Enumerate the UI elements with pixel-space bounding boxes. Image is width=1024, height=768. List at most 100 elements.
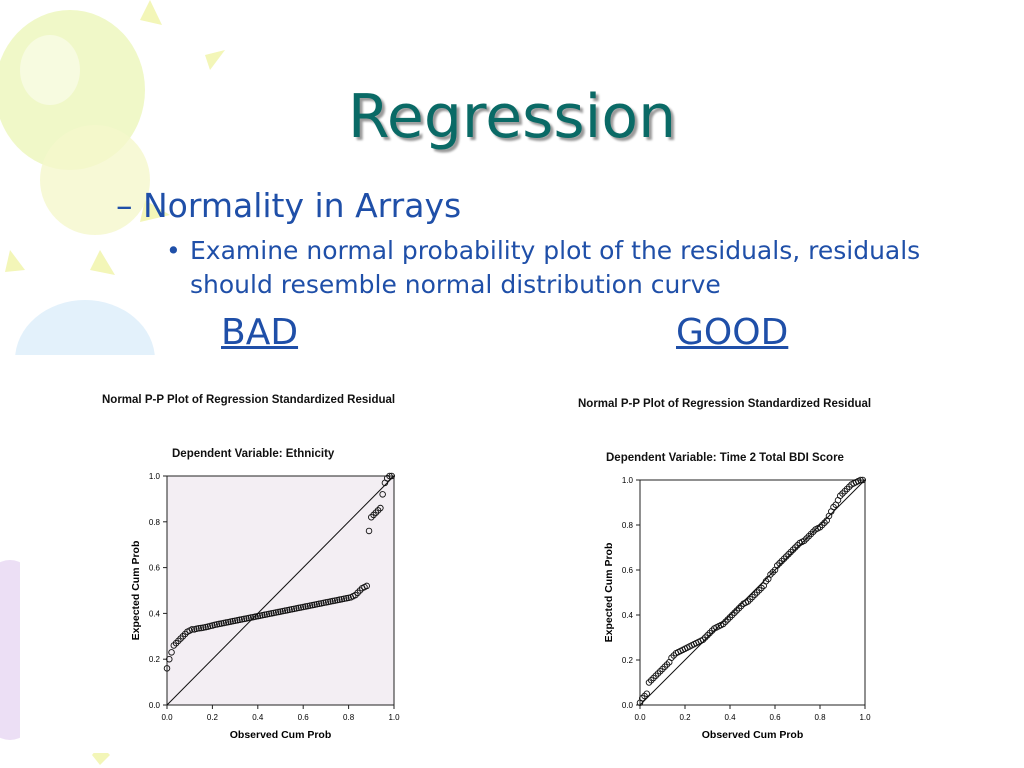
data-point <box>846 483 853 490</box>
data-point <box>336 596 343 603</box>
data-point <box>238 616 246 623</box>
data-point <box>821 519 828 526</box>
data-point <box>170 642 178 649</box>
data-point <box>327 598 334 605</box>
data-point <box>758 584 765 592</box>
y-tick-label: 0.0 <box>622 701 634 710</box>
x-tick-label: 1.0 <box>859 713 871 722</box>
data-point <box>211 621 218 629</box>
data-point <box>762 577 770 585</box>
y-tick-label: 0.6 <box>149 564 161 573</box>
data-point <box>773 562 781 569</box>
data-point <box>295 604 302 612</box>
data-point <box>365 527 373 535</box>
data-point <box>785 550 792 558</box>
data-point <box>302 603 309 610</box>
data-point <box>372 509 380 516</box>
x-tick-label: 0.8 <box>343 713 355 722</box>
x-tick-label: 0.0 <box>634 713 646 722</box>
y-tick-label: 0.0 <box>149 701 161 710</box>
data-point <box>652 672 659 680</box>
data-point <box>377 504 384 512</box>
data-point <box>722 618 729 625</box>
data-point <box>309 601 316 609</box>
x-axis-label: Observed Cum Prob <box>230 729 332 741</box>
data-point <box>200 624 207 631</box>
x-tick-label: 0.8 <box>814 713 826 722</box>
data-point <box>166 655 173 663</box>
data-point <box>218 620 225 627</box>
subheading: – Normality in Arrays <box>116 186 462 225</box>
data-point <box>304 602 311 610</box>
data-point <box>379 491 386 498</box>
data-point <box>352 591 359 599</box>
bullet-marker: • <box>166 236 181 265</box>
data-point <box>272 609 280 616</box>
data-point <box>663 661 671 668</box>
data-point <box>807 530 815 538</box>
data-point <box>830 503 837 511</box>
data-point <box>719 620 727 628</box>
data-point <box>281 607 289 614</box>
data-point <box>231 617 239 624</box>
y-tick-label: 0.2 <box>622 656 634 665</box>
data-point <box>213 621 221 628</box>
data-point <box>277 608 284 615</box>
data-point <box>800 537 808 544</box>
data-point <box>794 541 801 549</box>
data-point <box>670 652 677 659</box>
y-tick-label: 1.0 <box>149 472 161 481</box>
data-point <box>163 665 171 672</box>
y-tick-label: 0.6 <box>622 566 634 575</box>
data-point <box>638 695 646 702</box>
data-point <box>252 613 259 620</box>
chart-title: Normal P-P Plot of Regression Standardiz… <box>578 398 872 410</box>
data-point <box>250 613 257 621</box>
data-point <box>338 595 346 603</box>
data-point <box>315 600 323 608</box>
data-point <box>340 595 348 602</box>
data-point <box>816 523 824 531</box>
data-point <box>215 620 223 628</box>
data-point <box>735 604 743 612</box>
data-point <box>733 607 740 614</box>
data-point <box>320 599 327 607</box>
x-tick-label: 0.6 <box>769 713 781 722</box>
data-point <box>293 605 300 612</box>
data-point <box>843 485 851 493</box>
data-point <box>220 619 227 627</box>
data-point <box>661 663 668 671</box>
data-point <box>388 472 395 480</box>
data-point <box>270 609 277 617</box>
data-point <box>229 617 237 625</box>
data-point <box>791 544 799 551</box>
data-point <box>803 535 810 542</box>
data-point <box>202 623 209 631</box>
data-point <box>354 589 361 597</box>
data-point <box>839 490 846 497</box>
data-point <box>236 616 243 624</box>
data-point <box>227 618 234 625</box>
data-point <box>728 611 736 619</box>
data-point <box>706 629 713 637</box>
chart-subtitle: Dependent Variable: Ethnicity <box>172 448 335 460</box>
data-point <box>245 614 252 622</box>
data-point <box>179 633 187 640</box>
data-point <box>751 591 758 598</box>
data-point <box>286 606 293 613</box>
data-point <box>857 476 864 484</box>
data-point <box>724 616 731 623</box>
data-point <box>254 612 262 620</box>
bad-pp-plot: 0.0 0.2 0.4 0.6 0.8 1.0 0.0 0.2 0.4 0.6 0.8 1.0 Obse… <box>130 472 400 741</box>
data-point <box>755 586 763 594</box>
x-tick-label: 1.0 <box>388 713 400 722</box>
data-point <box>368 513 375 521</box>
data-point <box>650 674 657 682</box>
y-tick-label: 0.2 <box>149 655 161 664</box>
data-point <box>284 606 291 614</box>
good-pp-plot: 0.0 0.2 0.4 0.6 0.8 1.0 0.0 0.2 0.4 0.6 0.8 1.0 Obse… <box>603 476 871 741</box>
data-point <box>782 553 790 560</box>
data-point <box>746 595 754 603</box>
data-point <box>263 611 271 618</box>
data-point <box>859 476 867 484</box>
